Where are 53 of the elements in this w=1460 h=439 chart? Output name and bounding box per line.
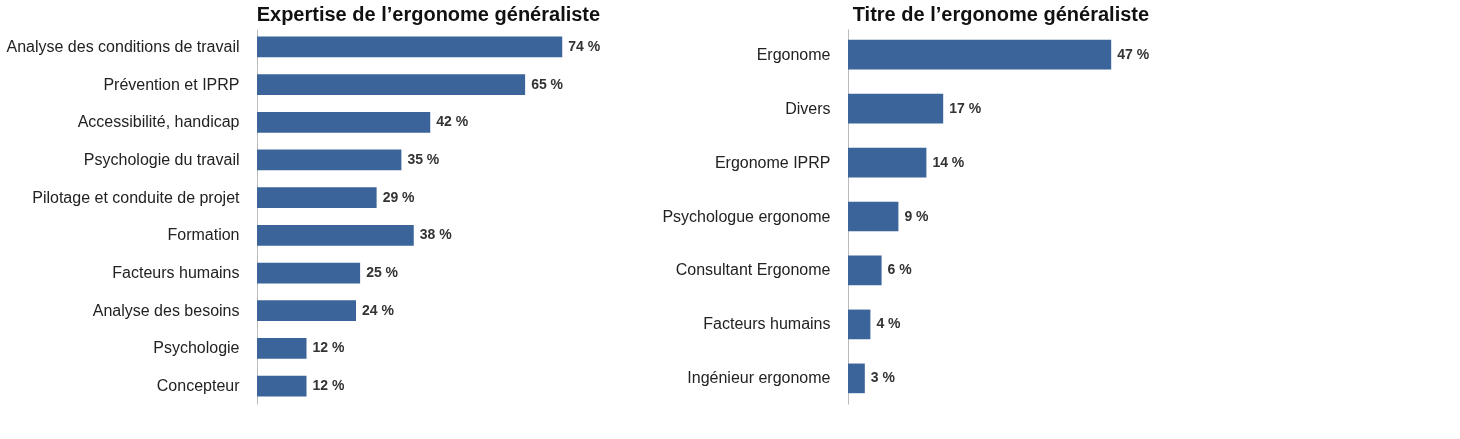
- data-label: 42 %: [436, 113, 469, 130]
- data-label: 25 %: [366, 264, 399, 281]
- data-label: 4 %: [876, 315, 902, 332]
- data-label: 35 %: [407, 150, 440, 167]
- y-tick-label: Analyse des besoins: [92, 301, 240, 319]
- data-label: 65 %: [531, 75, 564, 92]
- y-tick-label: Pilotage et conduite de projet: [32, 188, 241, 206]
- y-tick-label: Prévention et IPRP: [103, 75, 240, 93]
- bar: [257, 224, 414, 246]
- data-label: 12 %: [312, 339, 345, 356]
- bar: [257, 36, 563, 58]
- bar: [257, 300, 356, 322]
- y-tick-label: Psychologie: [153, 339, 240, 357]
- data-label: 17 %: [949, 99, 982, 116]
- data-label: 3 %: [870, 369, 896, 386]
- chart-title: Expertise de l’ergonome généraliste: [256, 3, 601, 25]
- data-label: 74 %: [568, 37, 601, 54]
- data-label: 6 %: [887, 261, 913, 278]
- y-tick-label: Ergonome: [756, 45, 831, 63]
- bar: [848, 363, 865, 394]
- y-tick-label: Psychologue ergonome: [662, 207, 831, 225]
- y-tick-label: Accessibilité, handicap: [77, 113, 240, 131]
- data-label: 9 %: [904, 207, 930, 224]
- bar: [257, 74, 526, 95]
- bar: [257, 375, 307, 397]
- y-tick-label: Concepteur: [156, 377, 241, 395]
- data-label: 24 %: [362, 301, 395, 318]
- y-tick-label: Consultant Ergonome: [675, 261, 831, 279]
- y-tick-label: Ingénieur ergonome: [687, 369, 831, 387]
- bar: [257, 338, 307, 359]
- y-tick-label: Facteurs humains: [703, 315, 831, 333]
- bar: [848, 93, 944, 124]
- bar: [848, 39, 1112, 70]
- y-tick-label: Ergonome IPRP: [714, 153, 831, 171]
- bar: [257, 187, 377, 209]
- y-tick-label: Formation: [167, 226, 240, 244]
- data-label: 12 %: [312, 377, 345, 394]
- data-label: 47 %: [1117, 45, 1150, 62]
- y-tick-label: Divers: [785, 99, 831, 117]
- bar: [848, 147, 927, 178]
- y-tick-label: Facteurs humains: [112, 264, 240, 282]
- data-label: 38 %: [419, 226, 453, 243]
- y-tick-label: Psychologie du travail: [83, 150, 240, 168]
- bar: [257, 149, 402, 171]
- bar: [848, 255, 882, 286]
- bar: [848, 309, 871, 340]
- bar: [257, 111, 431, 133]
- bar: [848, 201, 899, 232]
- data-label: 29 %: [382, 188, 416, 205]
- y-tick-label: Analyse des conditions de travail: [6, 37, 240, 55]
- data-label: 14 %: [932, 153, 965, 170]
- bar: [257, 262, 361, 284]
- chart-title: Titre de l’ergonome généraliste: [852, 3, 1150, 25]
